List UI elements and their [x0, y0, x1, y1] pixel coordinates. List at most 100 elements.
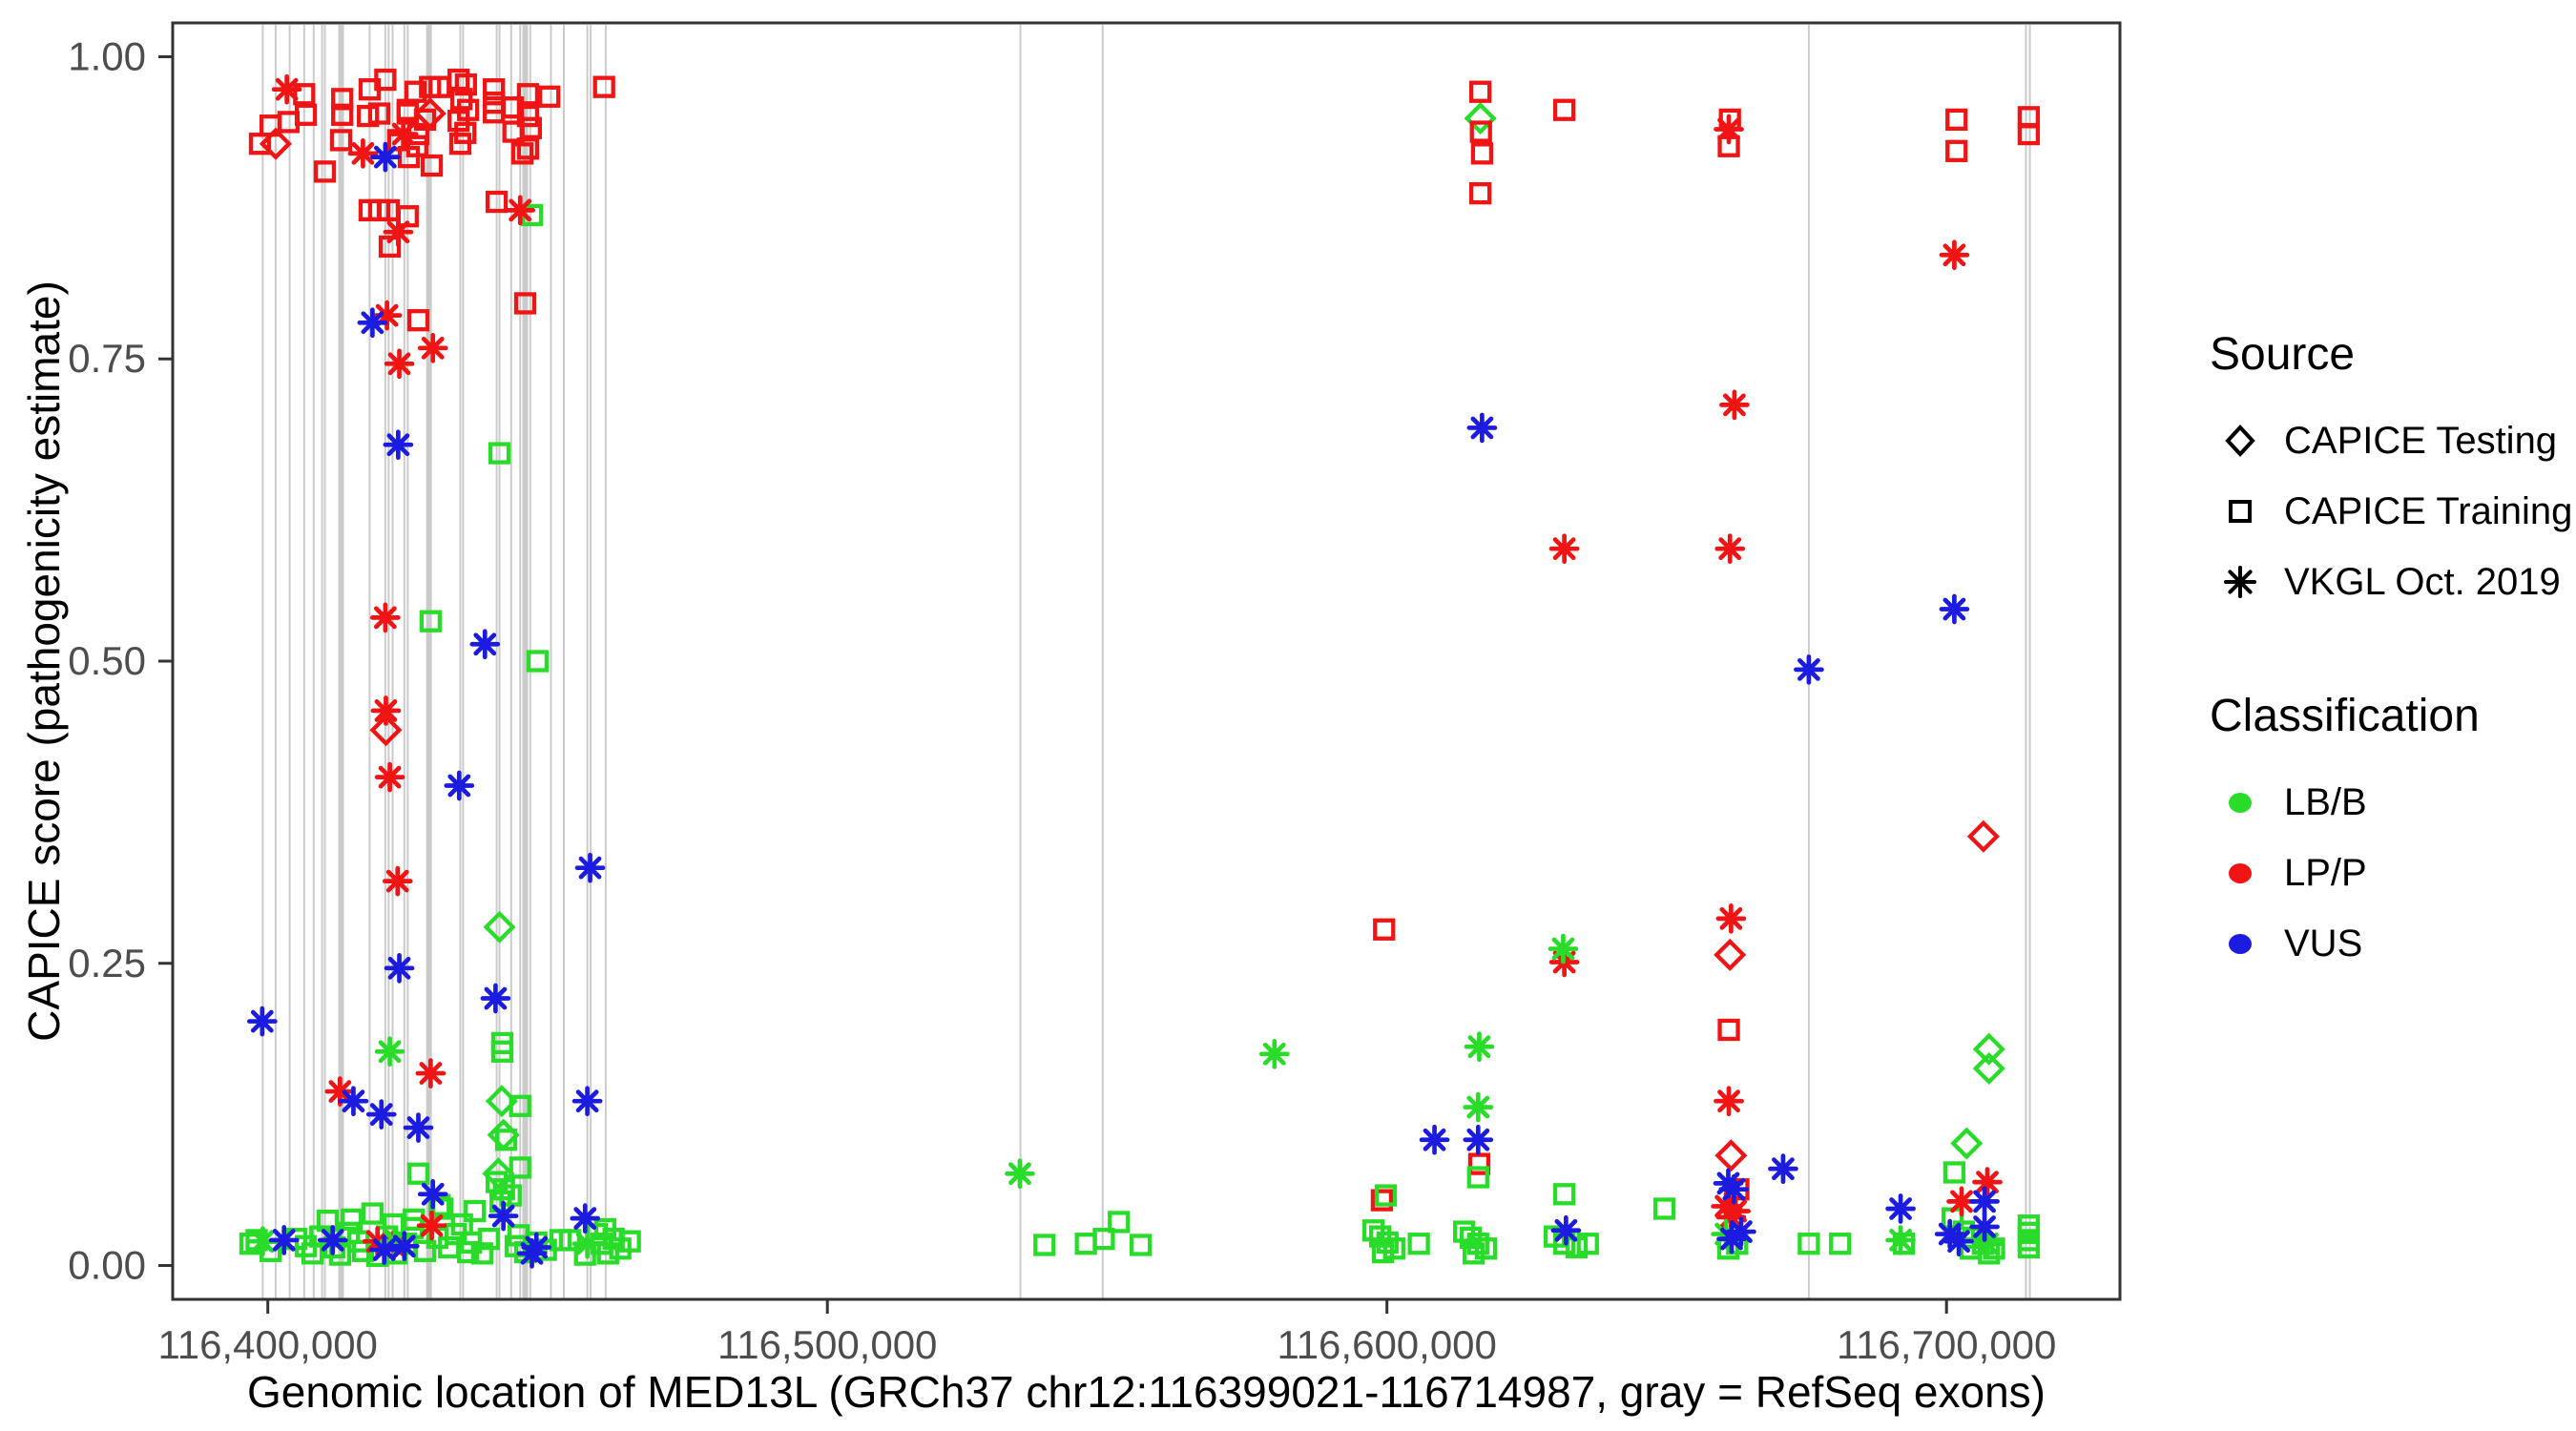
data-point: [505, 195, 536, 226]
data-point: [516, 83, 540, 106]
data-point: [490, 1040, 514, 1063]
legend-item-vus: VUS: [2210, 908, 2576, 979]
y-tick-label: 0.25: [68, 941, 146, 985]
data-point: [271, 73, 302, 105]
data-point: [1466, 412, 1498, 444]
legend-source-title: Source: [2210, 329, 2356, 380]
data-point: [413, 1239, 437, 1262]
data-point: [2017, 122, 2041, 146]
data-point: [1108, 1211, 1131, 1234]
data-point: [403, 1112, 434, 1143]
data-point: [1468, 80, 1492, 103]
data-point: [1966, 819, 2000, 853]
legend-item-capice-testing: CAPICE Testing: [2210, 405, 2576, 476]
square-icon: [2210, 492, 2271, 530]
data-point: [447, 109, 470, 133]
data-point: [338, 1086, 369, 1117]
data-point: [1373, 918, 1396, 941]
data-point: [469, 629, 501, 660]
data-point: [1576, 1233, 1599, 1255]
data-point: [1714, 114, 1744, 145]
data-point: [374, 1036, 405, 1068]
data-point: [494, 1129, 518, 1151]
data-point: [1972, 1228, 2003, 1259]
data-point: [293, 83, 316, 106]
legend-item-capice-training: CAPICE Training: [2210, 476, 2576, 547]
y-tick-label: 0.50: [68, 638, 146, 683]
data-point: [1719, 389, 1750, 421]
data-point: [464, 1199, 487, 1223]
lpp-dot-icon: [2210, 862, 2271, 883]
data-point: [1092, 1227, 1115, 1251]
data-point: [482, 1157, 515, 1191]
data-point: [477, 1227, 501, 1251]
data-point: [1469, 120, 1492, 143]
data-point: [370, 695, 402, 726]
legend-item-lbb: LB/B: [2210, 767, 2576, 838]
data-point: [405, 135, 428, 157]
data-point: [374, 761, 405, 793]
data-point: [382, 865, 413, 897]
data-point: [1258, 1038, 1290, 1069]
data-point: [1885, 1225, 1916, 1255]
data-point: [1945, 108, 1968, 132]
data-point: [1361, 1219, 1385, 1242]
data-point: [1467, 1152, 1491, 1175]
data-point: [313, 160, 337, 183]
data-point: [404, 80, 427, 103]
data-point: [1552, 98, 1576, 121]
data-point: [1370, 1189, 1394, 1212]
data-point: [1950, 1127, 1984, 1160]
data-point: [1969, 1186, 2000, 1217]
data-point: [516, 137, 540, 160]
data-point: [1464, 1031, 1495, 1063]
data-point: [1711, 1191, 1741, 1222]
data-point: [416, 1210, 447, 1241]
data-point: [1715, 903, 1747, 934]
data-point: [1371, 1240, 1395, 1264]
data-point: [367, 102, 391, 125]
data-point: [383, 217, 414, 248]
y-tick-label: 0.00: [68, 1243, 146, 1288]
data-point: [406, 1162, 430, 1185]
data-point: [1470, 142, 1494, 165]
data-point: [1462, 1242, 1485, 1265]
data-point: [1717, 1018, 1740, 1042]
data-point: [1972, 1051, 2005, 1086]
data-point: [1939, 593, 1970, 625]
legend-spacer: [2210, 617, 2576, 690]
data-point: [570, 1203, 601, 1234]
data-point: [417, 332, 448, 363]
data-point: [331, 88, 354, 111]
diamond-icon: [2210, 422, 2271, 460]
data-point: [341, 1208, 364, 1232]
data-point: [329, 129, 353, 152]
data-point: [361, 1202, 384, 1225]
data-points: [239, 68, 2041, 1269]
data-point: [387, 118, 419, 150]
data-point: [347, 137, 379, 169]
data-point: [513, 292, 537, 315]
data-point: [357, 104, 380, 128]
data-point: [1768, 1153, 1798, 1185]
legend-item-label: LB/B: [2284, 780, 2367, 823]
data-point: [526, 650, 550, 673]
data-point: [558, 1229, 582, 1252]
data-point: [470, 1242, 493, 1265]
data-point: [388, 1231, 420, 1262]
y-tick-label: 0.75: [68, 336, 146, 381]
data-point: [1829, 1233, 1852, 1255]
data-point: [1419, 1124, 1450, 1155]
data-point: [1552, 1183, 1576, 1206]
data-point: [247, 1226, 279, 1257]
data-point: [492, 1178, 515, 1201]
data-point: [268, 1225, 300, 1255]
data-point: [1550, 1214, 1582, 1246]
legend: Source CAPICE Testing CAPICE Training: [2210, 328, 2576, 979]
panel-border: [171, 21, 2122, 1301]
data-point: [538, 85, 561, 108]
data-point: [592, 75, 615, 98]
data-point: [1885, 1193, 1916, 1224]
data-point: [448, 133, 472, 156]
